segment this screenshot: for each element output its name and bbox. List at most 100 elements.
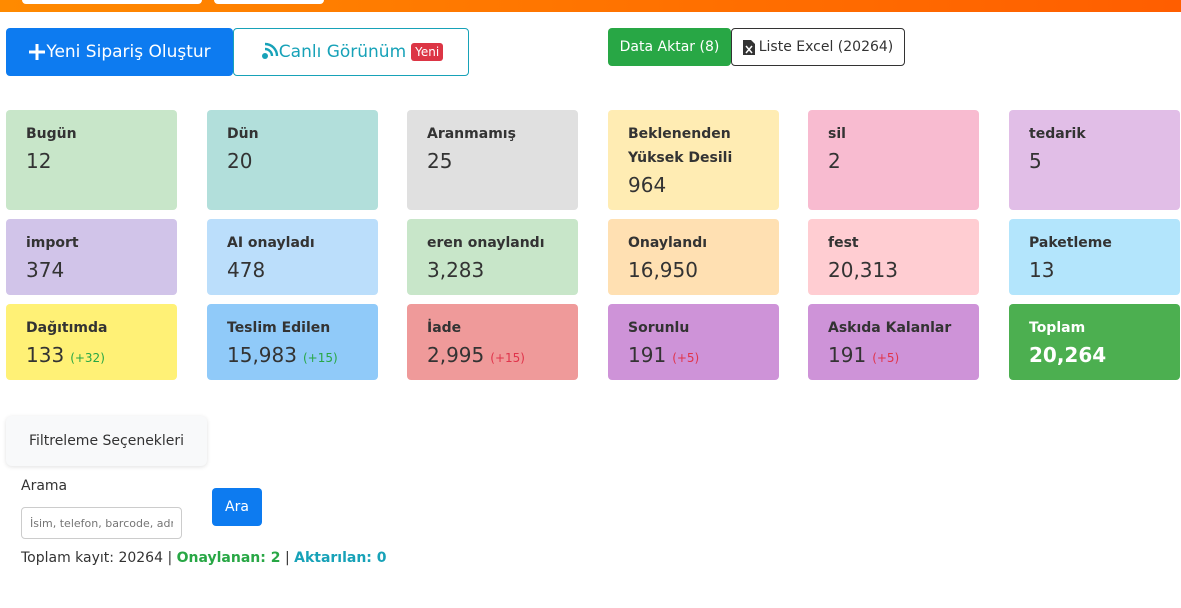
- card-number: 374: [26, 258, 65, 282]
- card-value: 12: [26, 146, 157, 176]
- button-label: Ara: [225, 499, 249, 515]
- stat-card[interactable]: Askıda Kalanlar 191 (+5): [808, 304, 979, 380]
- stat-card[interactable]: Bugün 12: [6, 110, 177, 210]
- transferred-count: Aktarılan: 0: [294, 550, 387, 566]
- card-number: 13: [1029, 258, 1055, 282]
- separator: |: [167, 550, 173, 566]
- card-value: 191 (+5): [628, 340, 759, 373]
- card-label: tedarik: [1029, 126, 1086, 142]
- plus-icon: [29, 44, 46, 60]
- card-label: fest: [828, 235, 859, 251]
- stat-card[interactable]: tedarik 5: [1009, 110, 1180, 210]
- tab[interactable]: [22, 0, 202, 4]
- button-label: Yeni Sipariş Oluştur: [46, 42, 211, 62]
- stat-card[interactable]: Aranmamış 25: [407, 110, 578, 210]
- card-label: Aranmamış: [427, 126, 516, 142]
- data-export-button[interactable]: Data Aktar (8): [608, 28, 731, 66]
- card-number: 25: [427, 149, 453, 173]
- card-number: 191: [628, 343, 667, 367]
- card-number: 964: [628, 173, 667, 197]
- card-number: 12: [26, 149, 52, 173]
- card-value: 3,283: [427, 255, 558, 285]
- card-label: Sorunlu: [628, 320, 690, 336]
- card-number: 3,283: [427, 258, 485, 282]
- stat-card[interactable]: Toplam 20,264: [1009, 304, 1180, 380]
- card-delta: (+5): [672, 351, 700, 365]
- card-label: Dağıtımda: [26, 320, 108, 336]
- stat-card[interactable]: Dün 20: [207, 110, 378, 210]
- card-value: 191 (+5): [828, 340, 959, 373]
- card-number: 20,264: [1029, 343, 1107, 367]
- card-label: Onaylandı: [628, 235, 708, 251]
- button-label: Liste Excel (20264): [758, 39, 894, 55]
- filter-toggle[interactable]: Filtreleme Seçenekleri: [6, 416, 207, 466]
- stat-card[interactable]: eren onaylandı 3,283: [407, 219, 578, 295]
- card-number: 5: [1029, 149, 1042, 173]
- stat-card[interactable]: sil 2: [808, 110, 979, 210]
- excel-list-button[interactable]: Liste Excel (20264): [731, 28, 905, 66]
- stat-card[interactable]: Onaylandı 16,950: [608, 219, 779, 295]
- card-value: 133 (+32): [26, 340, 157, 373]
- summary: Toplam kayıt: 20264 | Onaylanan: 2 | Akt…: [21, 550, 387, 566]
- card-delta: (+15): [490, 351, 525, 365]
- card-value: 20,313: [828, 255, 959, 285]
- card-value: 16,950: [628, 255, 759, 285]
- card-value: 478: [227, 255, 358, 285]
- card-label: Toplam: [1029, 320, 1086, 336]
- card-label: Paketleme: [1029, 235, 1112, 251]
- search-button[interactable]: Ara: [212, 488, 262, 526]
- excel-icon: [742, 39, 755, 55]
- card-value: 13: [1029, 255, 1160, 285]
- card-value: 964: [628, 170, 759, 200]
- card-delta: (+5): [872, 351, 900, 365]
- stat-card[interactable]: AI onayladı 478: [207, 219, 378, 295]
- button-label: Data Aktar (8): [619, 39, 720, 55]
- card-value: 20,264: [1029, 340, 1160, 370]
- button-label: Canlı Görünüm: [278, 42, 407, 62]
- card-value: 20: [227, 146, 358, 176]
- card-label: sil: [828, 126, 846, 142]
- card-delta: (+32): [70, 351, 105, 365]
- search-label: Arama: [21, 478, 68, 494]
- live-view-button[interactable]: Canlı Görünüm Yeni: [233, 28, 469, 76]
- stat-card[interactable]: fest 20,313: [808, 219, 979, 295]
- new-order-button[interactable]: Yeni Sipariş Oluştur: [6, 28, 233, 76]
- total-count: Toplam kayıt: 20264: [21, 550, 163, 566]
- card-number: 15,983: [227, 343, 297, 367]
- search-input[interactable]: [21, 507, 182, 539]
- card-label: Teslim Edilen: [227, 320, 331, 336]
- card-number: 20,313: [828, 258, 898, 282]
- new-badge: Yeni: [411, 43, 444, 61]
- card-label: eren onaylandı: [427, 235, 545, 251]
- card-value: 25: [427, 146, 558, 176]
- stat-card[interactable]: Beklenenden Yüksek Desili 964: [608, 110, 779, 210]
- card-label: Bugün: [26, 126, 77, 142]
- card-value: 374: [26, 255, 157, 285]
- card-delta: (+15): [302, 351, 338, 365]
- card-label: Dün: [227, 126, 259, 142]
- card-label: İade: [427, 320, 462, 336]
- stat-card[interactable]: Teslim Edilen 15,983 (+15): [207, 304, 378, 380]
- card-label: Askıda Kalanlar: [828, 320, 952, 336]
- card-number: 2,995: [427, 343, 485, 367]
- tab[interactable]: [214, 0, 324, 4]
- stat-card[interactable]: Paketleme 13: [1009, 219, 1180, 295]
- card-number: 133: [26, 343, 65, 367]
- stat-card[interactable]: Dağıtımda 133 (+32): [6, 304, 177, 380]
- separator: |: [284, 550, 290, 566]
- filter-title: Filtreleme Seçenekleri: [28, 433, 185, 449]
- card-value: 2: [828, 146, 959, 176]
- card-number: 2: [828, 149, 841, 173]
- stat-card[interactable]: import 374: [6, 219, 177, 295]
- card-value: 15,983 (+15): [227, 340, 358, 373]
- card-number: 20: [227, 149, 253, 173]
- card-number: 16,950: [628, 258, 698, 282]
- approved-count: Onaylanan: 2: [176, 550, 281, 566]
- stat-card[interactable]: İade 2,995 (+15): [407, 304, 578, 380]
- card-label: AI onayladı: [227, 235, 315, 251]
- card-number: 191: [828, 343, 867, 367]
- stat-card[interactable]: Sorunlu 191 (+5): [608, 304, 779, 380]
- card-label: Beklenenden Yüksek Desili: [628, 126, 733, 166]
- card-value: 5: [1029, 146, 1160, 176]
